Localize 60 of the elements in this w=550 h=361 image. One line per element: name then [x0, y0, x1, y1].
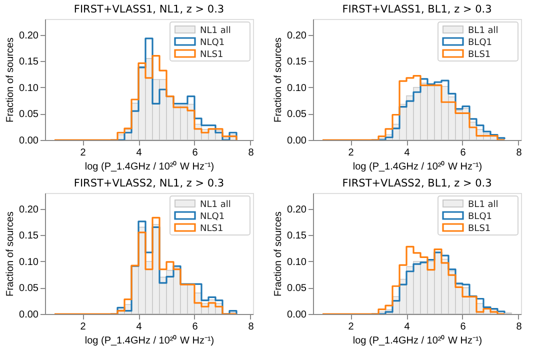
x-tick-label: 2	[80, 148, 86, 158]
x-tick-label: 4	[404, 322, 410, 332]
x-tick-label: 8	[248, 322, 254, 332]
legend-label: NLS1	[200, 224, 224, 234]
x-tick-label: 2	[348, 322, 354, 332]
y-tick-label: 0.10	[19, 82, 39, 94]
legend-label: BLQ1	[468, 212, 492, 222]
legend-label: BLS1	[468, 224, 491, 234]
legend-label: BLQ1	[468, 38, 492, 48]
x-tick-label: 6	[460, 148, 466, 158]
x-tick-label: 4	[404, 148, 410, 158]
y-tick-label: 0.10	[19, 256, 39, 268]
chart-title: FIRST+VLASS2, BL1, z > 0.3	[342, 178, 492, 190]
y-tick-label: 0.05	[19, 283, 39, 294]
x-tick-label: 6	[192, 148, 198, 158]
y-axis-title: Fraction of sources	[273, 37, 284, 123]
y-tick-label: 0.20	[287, 204, 307, 216]
x-axis-title: log (P_1.4GHz / 10²⁰ W Hz⁻¹)	[352, 334, 482, 346]
y-tick-label: 0.10	[287, 82, 307, 94]
y-tick-label: 0.05	[19, 109, 39, 120]
legend-label: NLQ1	[200, 38, 225, 48]
chart-title: FIRST+VLASS1, BL1, z > 0.3	[342, 4, 492, 16]
y-tick-label: 0.00	[19, 136, 39, 146]
x-tick-label: 6	[192, 322, 198, 332]
x-tick-label: 4	[136, 322, 142, 332]
x-axis-title: log (P_1.4GHz / 10²⁰ W Hz⁻¹)	[84, 334, 214, 346]
y-tick-label: 0.20	[287, 30, 307, 42]
legend-label: NL1 all	[200, 200, 231, 210]
y-tick-label: 0.00	[19, 310, 39, 320]
y-tick-label: 0.00	[287, 310, 307, 320]
legend-label: NL1 all	[200, 26, 231, 36]
y-tick-label: 0.15	[19, 56, 39, 68]
x-axis-title: log (P_1.4GHz / 10²⁰ W Hz⁻¹)	[352, 160, 482, 172]
y-tick-label: 0.00	[287, 136, 307, 146]
y-tick-label: 0.20	[19, 204, 39, 216]
y-tick-label: 0.15	[287, 56, 307, 68]
x-tick-label: 2	[348, 148, 354, 158]
legend-label: NLS1	[200, 50, 224, 60]
x-tick-label: 8	[516, 322, 522, 332]
y-tick-label: 0.20	[19, 30, 39, 42]
x-tick-label: 8	[516, 148, 522, 158]
chart-title: FIRST+VLASS1, NL1, z > 0.3	[74, 4, 224, 16]
y-tick-label: 0.15	[19, 230, 39, 242]
x-tick-label: 4	[136, 148, 142, 158]
legend-label: BL1 all	[468, 26, 498, 36]
legend-label: BLS1	[468, 50, 491, 60]
y-tick-label: 0.15	[287, 230, 307, 242]
y-tick-label: 0.05	[287, 283, 307, 294]
y-tick-label: 0.10	[287, 256, 307, 268]
x-tick-label: 2	[80, 322, 86, 332]
x-axis-title: log (P_1.4GHz / 10²⁰ W Hz⁻¹)	[84, 160, 214, 172]
legend-label: NLQ1	[200, 212, 225, 222]
y-tick-label: 0.05	[287, 109, 307, 120]
chart-title: FIRST+VLASS2, NL1, z > 0.3	[74, 178, 224, 190]
y-axis-title: Fraction of sources	[5, 211, 16, 297]
x-tick-label: 6	[460, 322, 466, 332]
y-axis-title: Fraction of sources	[5, 37, 16, 123]
legend-label: BL1 all	[468, 200, 498, 210]
y-axis-title: Fraction of sources	[273, 211, 284, 297]
x-tick-label: 8	[248, 148, 254, 158]
